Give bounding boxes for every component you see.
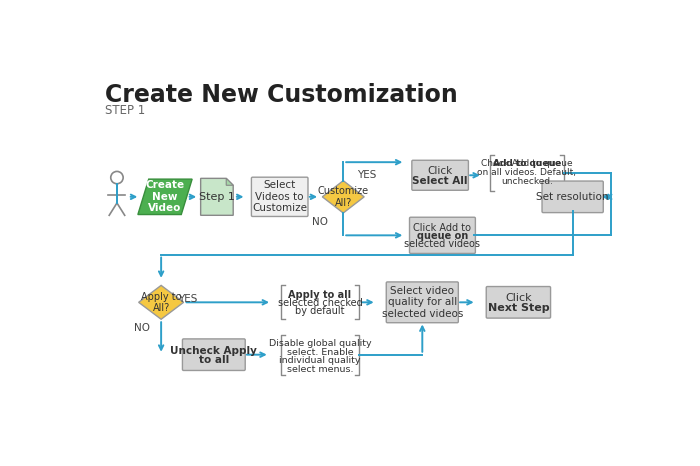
FancyBboxPatch shape xyxy=(486,287,551,318)
Text: Select All: Select All xyxy=(412,176,468,185)
FancyBboxPatch shape xyxy=(386,282,458,323)
Text: selected checked: selected checked xyxy=(278,298,363,308)
Text: NO: NO xyxy=(312,217,328,227)
FancyBboxPatch shape xyxy=(183,339,245,370)
Polygon shape xyxy=(322,181,364,213)
Polygon shape xyxy=(226,178,233,185)
Text: STEP 1: STEP 1 xyxy=(104,103,145,116)
Text: Disable global quality: Disable global quality xyxy=(269,339,371,349)
FancyBboxPatch shape xyxy=(251,177,308,217)
Text: Click Add to: Click Add to xyxy=(414,223,472,233)
Text: queue on: queue on xyxy=(416,231,468,241)
Text: to all: to all xyxy=(199,355,229,365)
Text: Create
New
Video: Create New Video xyxy=(146,180,185,213)
Text: YES: YES xyxy=(178,294,197,304)
Text: YES: YES xyxy=(357,170,376,180)
Text: by default: by default xyxy=(295,306,344,316)
Text: Customize
All?: Customize All? xyxy=(318,186,369,208)
Text: Click: Click xyxy=(505,294,532,303)
Text: Add to queue: Add to queue xyxy=(493,159,561,168)
Polygon shape xyxy=(201,178,233,215)
Text: select menus.: select menus. xyxy=(287,365,354,374)
Text: Uncheck Apply: Uncheck Apply xyxy=(170,346,258,356)
Text: Select video
quality for all
selected videos: Select video quality for all selected vi… xyxy=(382,286,463,319)
Text: Select
Videos to
Customize: Select Videos to Customize xyxy=(252,180,307,213)
FancyBboxPatch shape xyxy=(412,160,468,190)
Polygon shape xyxy=(138,179,192,214)
Text: individual quality: individual quality xyxy=(279,356,360,365)
Text: on all videos. Default,: on all videos. Default, xyxy=(477,169,576,178)
Text: Next Step: Next Step xyxy=(488,303,550,313)
Text: NO: NO xyxy=(134,323,150,333)
Text: Create New Customization: Create New Customization xyxy=(104,83,457,107)
Text: Step 1: Step 1 xyxy=(199,192,235,202)
Text: select. Enable: select. Enable xyxy=(287,348,354,357)
Text: unchecked.: unchecked. xyxy=(501,177,553,186)
Text: Set resolution: Set resolution xyxy=(536,192,609,202)
Text: Click: Click xyxy=(428,166,453,177)
Text: Apply to
All?: Apply to All? xyxy=(141,292,181,313)
Polygon shape xyxy=(139,285,183,319)
FancyBboxPatch shape xyxy=(542,181,603,212)
Text: selected videos: selected videos xyxy=(405,239,480,249)
Text: Check Add to queue: Check Add to queue xyxy=(481,159,573,168)
Text: Apply to all: Apply to all xyxy=(288,290,351,301)
FancyBboxPatch shape xyxy=(410,217,475,254)
